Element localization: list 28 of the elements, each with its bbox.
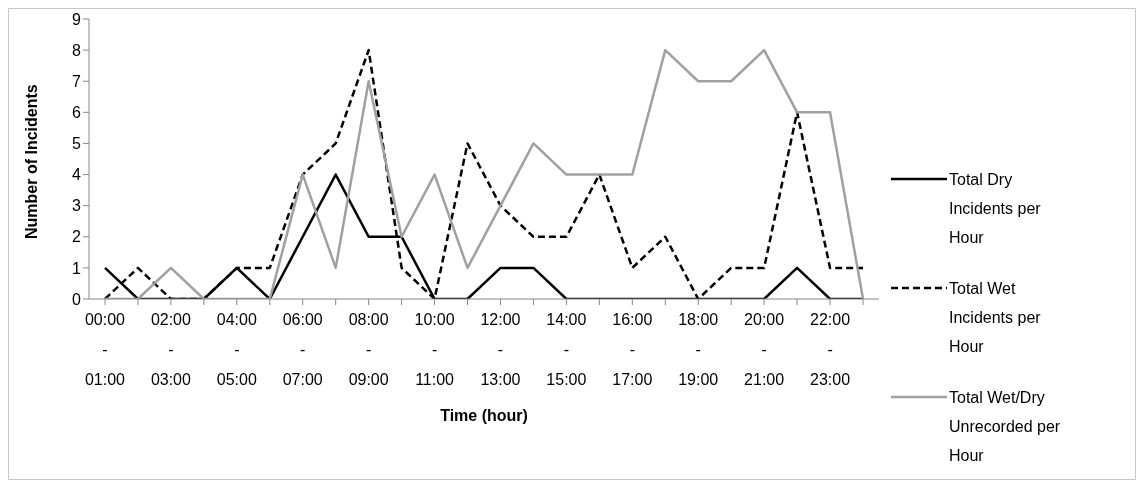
x-tick-label: 02:00 - 03:00 bbox=[150, 311, 192, 388]
legend-label: Total Dry Incidents per Hour bbox=[949, 170, 1042, 248]
line-series bbox=[103, 48, 865, 299]
y-tick-label: 7 bbox=[72, 72, 82, 90]
x-tick-label: 18:00 - 19:00 bbox=[678, 311, 719, 388]
x-tick-label: 00:00 - 01:00 bbox=[84, 311, 126, 388]
x-tick-label: 12:00 - 13:00 bbox=[480, 311, 521, 388]
y-tick-label: 1 bbox=[72, 259, 82, 277]
y-tick-label: 4 bbox=[72, 166, 82, 184]
x-tick-label: 10:00 - 11:00 bbox=[414, 311, 455, 388]
x-tick-label: 06:00 - 07:00 bbox=[282, 311, 323, 388]
x-tick-label: 20:00 - 21:00 bbox=[744, 311, 785, 388]
y-tick-label: 3 bbox=[72, 197, 82, 215]
x-tick-label: 16:00 - 17:00 bbox=[612, 311, 653, 388]
y-tick-label: 8 bbox=[72, 41, 82, 59]
y-tick-label: 2 bbox=[72, 228, 82, 246]
legend-label: Total Wet Incidents per Hour bbox=[949, 279, 1042, 357]
x-tick-label: 08:00 - 09:00 bbox=[348, 311, 389, 388]
x-axis-title: Time (hour) bbox=[440, 407, 528, 424]
y-tick-label: 5 bbox=[72, 135, 82, 153]
x-tick-label: 04:00 - 05:00 bbox=[216, 311, 257, 388]
x-tick-label: 22:00 - 23:00 bbox=[810, 311, 851, 388]
y-tick-label: 9 bbox=[72, 10, 82, 28]
y-axis-title: Number of Incidents bbox=[22, 84, 40, 239]
legend-label: Total Wet/Dry Unrecorded per Hour bbox=[949, 388, 1062, 466]
y-tick-label: 6 bbox=[72, 104, 82, 122]
x-tick-label: 14:00 - 15:00 bbox=[546, 311, 587, 388]
y-tick-label: 0 bbox=[72, 290, 82, 308]
